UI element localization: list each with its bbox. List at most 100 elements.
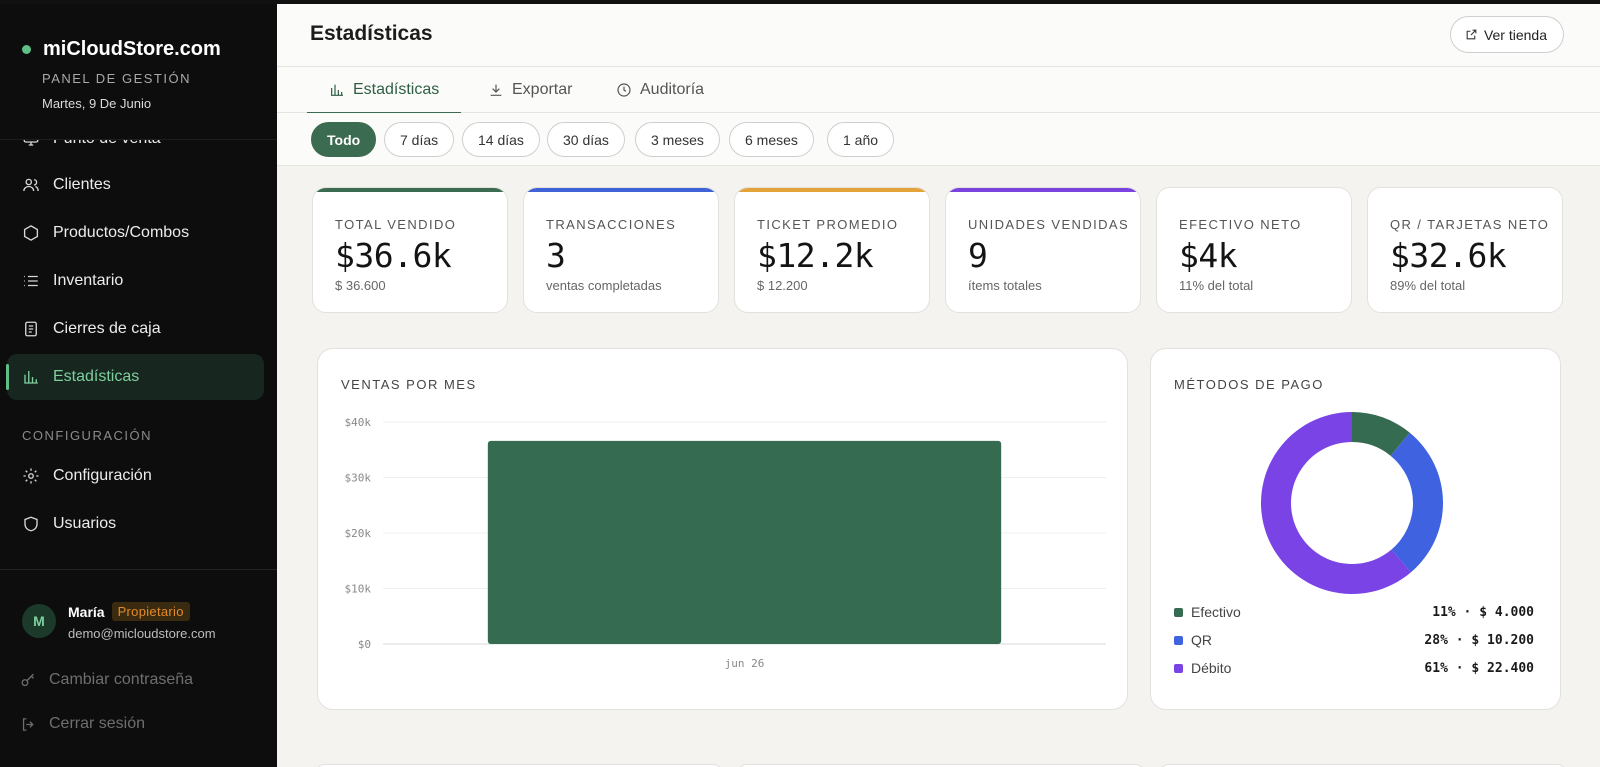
current-date: Martes, 9 De Junio xyxy=(42,96,152,111)
sidebar-item-usuarios[interactable]: Usuarios xyxy=(7,501,264,547)
kpi-value: $32.6k xyxy=(1390,236,1507,275)
legend-item: QR 28% · $ 10.200 xyxy=(1174,630,1534,650)
kpi-label: TOTAL VENDIDO xyxy=(335,217,457,232)
sidebar-item-label: Inventario xyxy=(53,272,124,289)
donut-slice-débito[interactable] xyxy=(1261,412,1411,594)
donut-slice-efectivo[interactable] xyxy=(1352,412,1410,456)
tab-bar: Estadísticas Exportar Auditoría xyxy=(277,67,1600,114)
kpi-ticket-promedio: TICKET PROMEDIO $12.2k $ 12.200 xyxy=(734,187,930,313)
clock-icon xyxy=(617,83,631,97)
y-tick-label: $20k xyxy=(345,527,372,540)
list-icon xyxy=(22,272,40,290)
page-header: Estadísticas Ver tienda xyxy=(277,4,1600,67)
user-email: demo@micloudstore.com xyxy=(68,626,216,641)
bar[interactable] xyxy=(487,440,1002,644)
brand-subtitle: PANEL DE GESTIÓN xyxy=(42,71,191,86)
filter-6-meses[interactable]: 6 meses xyxy=(729,122,814,157)
sidebar-item-label: Usuarios xyxy=(53,515,117,532)
kpi-subtext: 89% del total xyxy=(1390,278,1466,293)
kpi-unidades-vendidas: UNIDADES VENDIDAS 9 ítems totales xyxy=(945,187,1141,313)
filter-1-ano[interactable]: 1 año xyxy=(827,122,895,157)
brand-name[interactable]: miCloudStore.com xyxy=(43,38,221,60)
filter-todo[interactable]: Todo xyxy=(311,122,377,157)
user-profile: M María Propietario demo@micloudstore.co… xyxy=(22,602,216,641)
shield-icon xyxy=(22,515,40,533)
monthly-sales-chart: $0 $10k $20k $30k $40k jun 26 xyxy=(345,416,1106,670)
sidebar: Punto de venta Clientes Productos/Combos… xyxy=(0,0,277,767)
panel-title: MÉTODOS DE PAGO xyxy=(1174,377,1324,392)
kpi-subtext: ventas completadas xyxy=(546,278,662,293)
legend-value: 61% · $ 22.400 xyxy=(1424,660,1534,676)
monthly-sales-panel: VENTAS POR MES $0 $10k $20k $30k $40k jun 26 xyxy=(317,348,1128,710)
kpi-accent-bar xyxy=(313,188,507,192)
y-tick-label: $40k xyxy=(345,416,372,429)
legend-value: 11% · $ 4.000 xyxy=(1432,604,1534,620)
kpi-total-vendido: TOTAL VENDIDO $36.6k $ 36.600 xyxy=(312,187,508,313)
legend-swatch xyxy=(1174,635,1183,645)
change-password-link[interactable]: Cambiar contraseña xyxy=(20,671,193,689)
legend-item: Débito 61% · $ 22.400 xyxy=(1174,658,1534,678)
kpi-label: EFECTIVO NETO xyxy=(1179,217,1302,232)
tab-auditoria[interactable]: Auditoría xyxy=(616,67,704,113)
legend-swatch xyxy=(1174,607,1183,617)
donut-slice-qr[interactable] xyxy=(1390,432,1443,573)
page-title: Estadísticas xyxy=(310,22,433,45)
view-store-label: Ver tienda xyxy=(1483,26,1547,43)
kpi-label: TICKET PROMEDIO xyxy=(757,217,899,232)
bar-chart-icon xyxy=(331,84,343,96)
kpi-qr-tarjetas-neto: QR / TARJETAS NETO $32.6k 89% del total xyxy=(1367,187,1563,313)
kpi-accent-bar xyxy=(1157,188,1351,192)
change-password-label: Cambiar contraseña xyxy=(49,671,194,688)
sidebar-item-label: Productos/Combos xyxy=(53,224,190,241)
kpi-accent-bar xyxy=(946,188,1140,192)
main-content: Estadísticas Ver tienda Estadísticas Exp… xyxy=(277,0,1600,767)
sidebar-item-inventario[interactable]: Inventario xyxy=(7,258,264,304)
view-store-button[interactable]: Ver tienda xyxy=(1449,16,1564,53)
kpi-label: QR / TARJETAS NETO xyxy=(1390,217,1550,232)
sidebar-section-configuracion: CONFIGURACIÓN xyxy=(22,428,152,443)
legend-name: Efectivo xyxy=(1191,604,1241,620)
window-top-edge xyxy=(0,0,1600,4)
bar-chart-icon xyxy=(22,368,40,386)
sidebar-item-label: Clientes xyxy=(53,176,111,193)
tab-estadisticas[interactable]: Estadísticas xyxy=(306,67,462,114)
logout-link[interactable]: Cerrar sesión xyxy=(20,715,145,733)
tab-label: Estadísticas xyxy=(353,81,440,98)
kpi-value: $12.2k xyxy=(757,236,874,275)
y-tick-label: $10k xyxy=(345,583,372,596)
sidebar-item-label: Estadísticas xyxy=(53,368,140,385)
tab-exportar[interactable]: Exportar xyxy=(488,67,572,113)
hexagon-icon xyxy=(22,224,40,242)
sidebar-item-clientes[interactable]: Clientes xyxy=(7,162,264,208)
sidebar-item-label: Configuración xyxy=(53,467,152,484)
kpi-value: 3 xyxy=(546,236,566,275)
filter-14-dias[interactable]: 14 días xyxy=(462,122,540,157)
sidebar-item-label: Cierres de caja xyxy=(53,320,161,337)
sidebar-item-estadisticas[interactable]: Estadísticas xyxy=(6,354,264,400)
kpi-accent-bar xyxy=(524,188,718,192)
kpi-transacciones: TRANSACCIONES 3 ventas completadas xyxy=(523,187,719,313)
kpi-accent-bar xyxy=(1368,188,1562,192)
logout-icon xyxy=(22,717,34,731)
avatar: M xyxy=(22,604,56,638)
period-filters: Todo 7 días 14 días 30 días 3 meses 6 me… xyxy=(277,113,1600,166)
sidebar-item-productos[interactable]: Productos/Combos xyxy=(7,210,264,256)
kpi-value: $4k xyxy=(1179,236,1238,275)
x-tick-label: jun 26 xyxy=(725,657,765,670)
y-tick-label: $30k xyxy=(345,472,372,485)
logout-label: Cerrar sesión xyxy=(49,715,146,732)
kpi-efectivo-neto: EFECTIVO NETO $4k 11% del total xyxy=(1156,187,1352,313)
key-icon xyxy=(21,673,34,686)
kpi-subtext: 11% del total xyxy=(1179,278,1254,293)
kpi-subtext: $ 12.200 xyxy=(757,278,808,293)
filter-7-dias[interactable]: 7 días xyxy=(384,122,455,157)
filter-30-dias[interactable]: 30 días xyxy=(547,122,625,157)
sidebar-item-configuracion[interactable]: Configuración xyxy=(7,453,264,499)
y-tick-label: $0 xyxy=(358,638,371,651)
legend-name: Débito xyxy=(1191,660,1232,676)
sidebar-item-cierres-de-caja[interactable]: Cierres de caja xyxy=(7,306,264,352)
filter-3-meses[interactable]: 3 meses xyxy=(635,122,720,157)
external-link-icon xyxy=(1466,29,1477,40)
legend-swatch xyxy=(1174,663,1183,673)
kpi-accent-bar xyxy=(735,188,929,192)
